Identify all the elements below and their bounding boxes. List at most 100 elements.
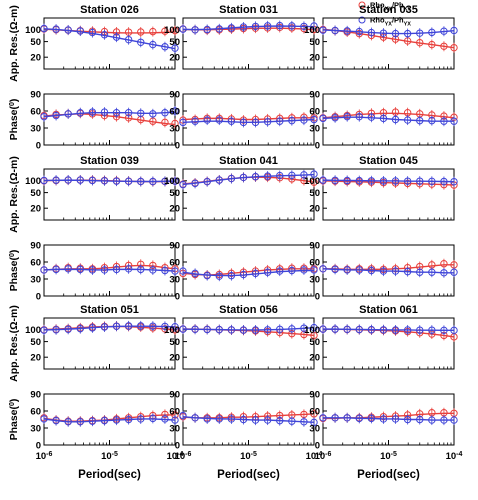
phase-yx-point	[179, 411, 187, 420]
phase-yx-point	[300, 116, 308, 124]
phase-yx-point	[331, 414, 339, 422]
phase-yx-point	[52, 111, 60, 120]
rho-ylabel-main: App. Res.(	[8, 29, 20, 81]
rho-yx-point	[355, 27, 363, 36]
rho-ytick-label: 20	[169, 352, 180, 363]
xtick-label-exp: -6	[46, 451, 52, 458]
phase-yx-point	[450, 416, 458, 424]
phase-yx-point	[416, 415, 424, 424]
rho-yx-point	[112, 177, 121, 185]
xtick-label: 10-6	[315, 451, 332, 463]
rho-ytick-label: 20	[309, 52, 320, 63]
phase-yx-point	[319, 114, 327, 123]
rho-yx-fit-line	[182, 173, 315, 186]
phase-yx-point	[416, 116, 424, 125]
station-title: Station 039	[80, 155, 139, 167]
phase-ylabel-close: )	[8, 99, 20, 103]
rho-yx-fit-line	[322, 29, 455, 35]
rho-yx-point	[355, 176, 363, 185]
phase-yx-fit-line	[43, 268, 176, 272]
rho-yx-point	[112, 33, 121, 41]
rho-yx-point	[450, 177, 458, 186]
rho-yx-point	[391, 326, 400, 334]
phase-ytick-label: 90	[309, 389, 320, 400]
phase-ylabel: Phase(0)	[8, 99, 20, 141]
rho-yx-point	[319, 325, 327, 333]
legend: RhoXY/PhXY RhoYX/PhYX	[358, 1, 411, 28]
rho-yx-point	[367, 28, 376, 37]
rho-yx-point	[239, 326, 248, 334]
rho-ytick-label: 100	[304, 25, 320, 36]
rho-yx-point	[367, 325, 376, 334]
rho-yx-point	[276, 21, 284, 30]
rho-yx-point	[391, 177, 400, 185]
phase-yx-point	[40, 112, 48, 121]
rho-ytick-label: 100	[304, 325, 320, 336]
phase-yx-point	[161, 109, 169, 117]
phase-yx-point	[191, 414, 199, 422]
xtick-label: 10-4	[446, 451, 463, 463]
rho-yx-point	[227, 174, 236, 183]
phase-yx-point	[203, 116, 211, 124]
rho-ytick-label: 50	[309, 188, 320, 199]
rho-yx-point	[428, 177, 436, 186]
phase-yx-point	[440, 416, 448, 424]
phase-yx-point	[379, 114, 388, 123]
rho-frame	[182, 317, 315, 370]
rho-ytick-label: 20	[30, 52, 41, 63]
rho-xy-point	[149, 27, 157, 36]
phase-yx-point	[179, 118, 187, 127]
rho-yx-point	[416, 177, 424, 185]
rho-ylabel-main: App. Res.(	[8, 180, 20, 232]
phase-yx-point	[112, 109, 121, 117]
phase-yx-point	[379, 415, 388, 423]
rho-yx-point	[64, 26, 72, 34]
rho-yx-point	[300, 171, 308, 179]
rho-ytick-label: 100	[164, 25, 180, 36]
rho-ytick-label: 20	[30, 203, 41, 214]
phase-yx-point	[367, 113, 376, 121]
phase-yx-fit-line	[43, 111, 176, 118]
rho-ylabel: App. Res.(Ω-m)	[8, 305, 20, 382]
rho-yx-point	[450, 326, 458, 335]
phase-yx-fit-line	[322, 268, 454, 274]
rho-xy-fit-line	[322, 28, 455, 49]
rho-yx-fit-line	[43, 28, 176, 50]
xtick-label-exp: -6	[185, 451, 191, 458]
rho-yx-point	[191, 179, 199, 188]
station-title: Station 051	[80, 304, 139, 316]
rho-ytick-label: 50	[169, 188, 180, 199]
xtick-label: 10-5	[380, 451, 397, 463]
phase-ytick-label: 90	[30, 389, 41, 400]
rho-yx-point	[288, 171, 296, 180]
phase-yx-point	[215, 415, 223, 423]
phase-yx-point	[343, 414, 351, 422]
rho-yx-point	[403, 326, 412, 334]
rho-yx-point	[440, 27, 448, 35]
phase-yx-point	[355, 414, 363, 423]
phase-ytick-label: 0	[36, 440, 41, 451]
rho-ytick-label: 20	[309, 352, 320, 363]
rho-ylabel-unit: Ω-m	[8, 9, 20, 30]
phase-ytick-label: 60	[30, 406, 41, 417]
xaxis-label: Period(sec)	[78, 469, 141, 481]
rho-yx-point	[171, 177, 179, 185]
rho-ylabel-unit: Ω-m	[8, 160, 20, 181]
rho-xy-point	[137, 28, 145, 36]
phase-ytick-label: 0	[315, 140, 320, 151]
rho-yx-point	[391, 29, 400, 38]
station-title: Station 031	[219, 4, 278, 16]
rho-yx-point	[112, 322, 121, 330]
phase-yx-point	[355, 112, 363, 121]
rho-yx-point	[288, 325, 296, 333]
phase-ytick-label: 90	[30, 89, 41, 100]
rho-yx-fit-line	[182, 25, 315, 31]
xaxis-label: Period(sec)	[217, 469, 280, 481]
rho-ylabel: App. Res.(Ω-m)	[8, 156, 20, 233]
